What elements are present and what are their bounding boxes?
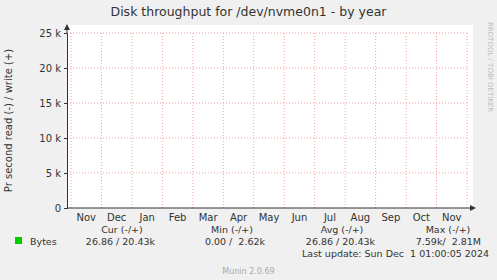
plot-background [67, 25, 473, 208]
tick: Jan [138, 208, 154, 223]
grid-line [223, 33, 224, 208]
tick-mark [64, 173, 67, 174]
title: Disk throughput for /dev/nvme0n1 - by ye… [111, 4, 388, 19]
tick-mark [64, 33, 67, 34]
tick-label: Jul [323, 212, 336, 223]
tick: Sep [381, 208, 400, 223]
grid-line [467, 33, 468, 208]
last-update: Last update: Sun Dec 1 01:00:05 2024 [302, 248, 489, 259]
grid-line [314, 33, 315, 208]
stats-value: 7.59k/ 2.81M [416, 236, 481, 247]
tick: Oct [413, 208, 430, 223]
grid-line [71, 33, 72, 208]
stats-header: Avg (-/+) [321, 224, 364, 235]
tick-mark [64, 208, 67, 209]
axis-arrow [470, 205, 476, 211]
tick: Aug [351, 208, 371, 223]
grid-line [406, 33, 407, 208]
tick-label: 15 k [39, 98, 61, 109]
axis-line [64, 34, 68, 209]
tick-label: 5 k [46, 168, 62, 179]
y-axis: 0 5 k 10 k 15 k 20 k 25 k [39, 28, 67, 214]
grid-line [67, 103, 467, 104]
background [0, 0, 497, 280]
tick-label: Nov [442, 212, 462, 223]
stats-value: 26.86 / 20.43k [86, 236, 156, 247]
axis-line [67, 208, 471, 209]
tick: May [259, 208, 280, 223]
tick: Dec [107, 208, 126, 223]
tick-label: Jan [138, 212, 154, 223]
stats-header: Cur (-/+) [101, 224, 143, 235]
tick-label: Apr [230, 212, 248, 223]
tick: 0 [55, 203, 67, 214]
tick-label: Feb [169, 212, 187, 223]
tick: 15 k [39, 98, 67, 109]
y-axis-title: Pr second read (-) / write (+) [3, 49, 14, 192]
grid-line [253, 33, 254, 208]
tick: Jun [291, 208, 308, 223]
stats-header: Max (-/+) [426, 224, 471, 235]
tick-label: Mar [199, 212, 219, 223]
footer: Munin 2.0.69 [222, 267, 274, 276]
tick: Jul [323, 208, 336, 223]
stats-value: 26.86 / 20.43k [306, 236, 376, 247]
tick-label: Sep [381, 212, 400, 223]
tick-mark [64, 138, 67, 139]
tick: Feb [169, 208, 187, 223]
x-axis: Nov Dec Jan Feb Mar Apr May Jun Jul Aug Sep Oct Nov [67, 208, 471, 223]
grid-line [284, 33, 285, 208]
tick: 20 k [39, 63, 67, 74]
grid-line [345, 33, 346, 208]
tick: 10 k [39, 133, 67, 144]
grid-line [131, 33, 132, 208]
tick: Mar [199, 208, 219, 223]
tick-label: 20 k [39, 63, 61, 74]
tick-mark [64, 68, 67, 69]
legend-label: Bytes [30, 236, 57, 247]
tick: 25 k [39, 28, 67, 39]
grid-line [67, 68, 467, 69]
grid-line [67, 138, 467, 139]
tick-label: Oct [413, 212, 430, 223]
tick-label: 10 k [39, 133, 61, 144]
tick: Nov [442, 208, 462, 223]
tick: Nov [76, 208, 96, 223]
grid-line [67, 173, 467, 174]
chart: Disk throughput for /dev/nvme0n1 - by ye… [0, 0, 497, 280]
tick-mark [64, 103, 67, 104]
watermark: RRDTOOL / TOBI OETIKER [486, 22, 494, 112]
tick-label: May [259, 212, 280, 223]
tick-label: 25 k [39, 28, 61, 39]
stats-value: 0.00 / 2.62k [205, 236, 266, 247]
tick-label: Aug [351, 212, 371, 223]
tick-label: 0 [55, 203, 61, 214]
legend-swatch [15, 237, 22, 244]
tick-label: Jun [291, 212, 308, 223]
axis-line [67, 29, 68, 33]
grid-line [192, 33, 193, 208]
tick-label: Nov [76, 212, 96, 223]
grid-line [162, 33, 163, 208]
tick: Apr [230, 208, 248, 223]
tick: 5 k [46, 168, 67, 179]
stats-header: Min (-/+) [211, 224, 253, 235]
tick-label: Dec [107, 212, 126, 223]
grid-line [375, 33, 376, 208]
grid-line [436, 33, 437, 208]
grid-line [67, 33, 467, 34]
grid-line [101, 33, 102, 208]
grid [67, 33, 467, 208]
